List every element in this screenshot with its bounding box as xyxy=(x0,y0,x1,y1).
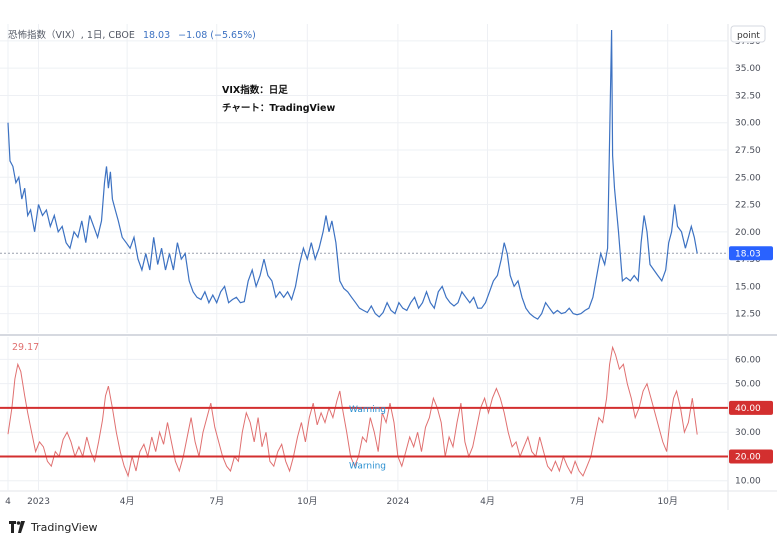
osc-tick-label: 60.00 xyxy=(735,355,761,365)
price-pane[interactable] xyxy=(0,24,728,333)
price-tick-label: 32.50 xyxy=(735,91,761,101)
osc-tick-label: 10.00 xyxy=(735,477,761,487)
osc-tick-label: 30.00 xyxy=(735,428,761,438)
warning-label-40: Warning xyxy=(349,405,386,415)
time-tick-label: 4 xyxy=(5,497,11,507)
price-tick-label: 20.00 xyxy=(735,228,761,238)
annotation-line-2: チャート：TradingView xyxy=(222,103,335,114)
unit-button-label: point xyxy=(737,31,760,41)
oscillator-axis[interactable]: 10.00 20.00 30.00 40.00 50.00 60.00 xyxy=(735,355,761,486)
level-20-badge: 20.00 xyxy=(729,449,773,464)
price-tick-label: 25.00 xyxy=(735,173,761,183)
osc-tick-label: 50.00 xyxy=(735,380,761,390)
unit-button[interactable]: point xyxy=(730,25,766,43)
time-tick-label: 7月 xyxy=(209,496,224,507)
legend[interactable]: 恐怖指数（VIX）, 1日, CBOE 18.03 −1.08 (−5.65%) xyxy=(8,29,256,41)
price-axis[interactable]: 12.5015.0017.5020.0022.5025.0027.5030.00… xyxy=(735,37,761,320)
level-20-value: 20.00 xyxy=(735,452,761,462)
tradingview-logo-icon xyxy=(9,521,25,533)
last-price-value: 18.03 xyxy=(735,249,761,259)
time-tick-label: 2024 xyxy=(386,497,409,507)
oscillator-pane[interactable] xyxy=(0,337,728,491)
oscillator-value: 29.17 xyxy=(12,342,39,353)
brand-label: TradingView xyxy=(31,520,98,534)
time-tick-label: 10月 xyxy=(297,496,317,507)
time-tick-label: 2023 xyxy=(27,497,50,507)
price-tick-label: 35.00 xyxy=(735,64,761,74)
time-tick-label: 4月 xyxy=(480,496,495,507)
price-tick-label: 22.50 xyxy=(735,201,761,211)
price-tick-label: 30.00 xyxy=(735,119,761,129)
warning-label-20: Warning xyxy=(349,461,386,471)
annotation-line-1: VIX指数：日足 xyxy=(222,84,288,96)
price-tick-label: 15.00 xyxy=(735,282,761,292)
grid xyxy=(0,24,728,491)
price-tick-label: 27.50 xyxy=(735,146,761,156)
change-text: −1.08 (−5.65%) xyxy=(178,30,256,41)
last-value-text: 18.03 xyxy=(143,30,170,41)
last-price-badge: 18.03 xyxy=(729,246,773,261)
time-axis[interactable]: 4 2023 4月 7月 10月 2024 4月 7月 10月 xyxy=(5,496,678,507)
vix-price-line[interactable] xyxy=(7,29,698,320)
time-tick-label: 4月 xyxy=(120,496,135,507)
time-tick-label: 7月 xyxy=(570,496,585,507)
level-40-value: 40.00 xyxy=(735,404,761,414)
level-40-badge: 40.00 xyxy=(729,400,773,415)
tradingview-brand[interactable]: TradingView xyxy=(9,519,97,535)
time-tick-label: 10月 xyxy=(657,496,677,507)
price-tick-label: 12.50 xyxy=(735,310,761,320)
symbol-title: 恐怖指数（VIX）, 1日, CBOE xyxy=(8,29,135,41)
